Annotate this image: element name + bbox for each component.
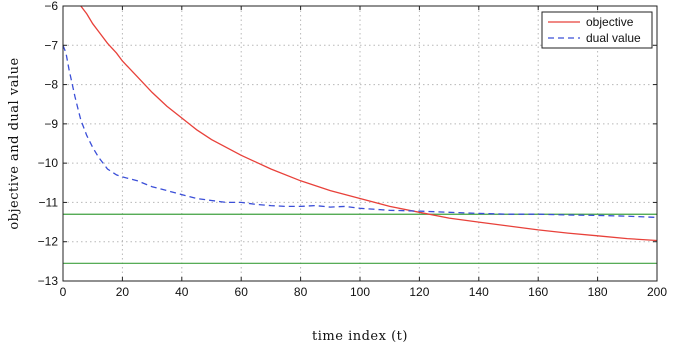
x-tick-label: 0	[60, 285, 67, 299]
series-line-dual-value	[63, 45, 657, 219]
x-axis-label: time index (t)	[312, 329, 408, 344]
legend-label-dual-value: dual value	[586, 31, 641, 45]
y-axis-label: objective and dual value	[7, 57, 22, 229]
y-tick-label: −13	[38, 274, 59, 288]
x-tick-label: 120	[409, 285, 429, 299]
legend-box	[541, 11, 653, 49]
ticks: 0 20 40 60 80 100 120 140 160 180 200 −13 −12 −11 −10 −…	[38, 0, 668, 299]
grid	[63, 6, 657, 281]
y-tick-label: −8	[44, 78, 58, 92]
y-tick-label: −7	[44, 38, 58, 52]
y-tick-label: −6	[44, 0, 58, 13]
reference-lines	[63, 213, 657, 264]
legend-label-objective: objective	[586, 15, 634, 29]
x-tick-label: 40	[175, 285, 189, 299]
x-tick-label: 160	[528, 285, 548, 299]
x-tick-label: 140	[469, 285, 489, 299]
legend: objective dual value	[541, 11, 653, 49]
series-layer	[63, 6, 657, 242]
x-tick-label: 180	[588, 285, 608, 299]
x-tick-label: 20	[116, 285, 130, 299]
x-tick-label: 200	[647, 285, 667, 299]
y-tick-label: −11	[39, 195, 59, 209]
series-line-objective	[80, 6, 657, 242]
y-tick-label: −12	[38, 235, 59, 249]
y-tick-label: −9	[44, 117, 58, 131]
x-tick-label: 100	[350, 285, 370, 299]
y-tick-label: −10	[38, 156, 59, 170]
x-tick-label: 80	[294, 285, 308, 299]
x-tick-label: 60	[235, 285, 249, 299]
